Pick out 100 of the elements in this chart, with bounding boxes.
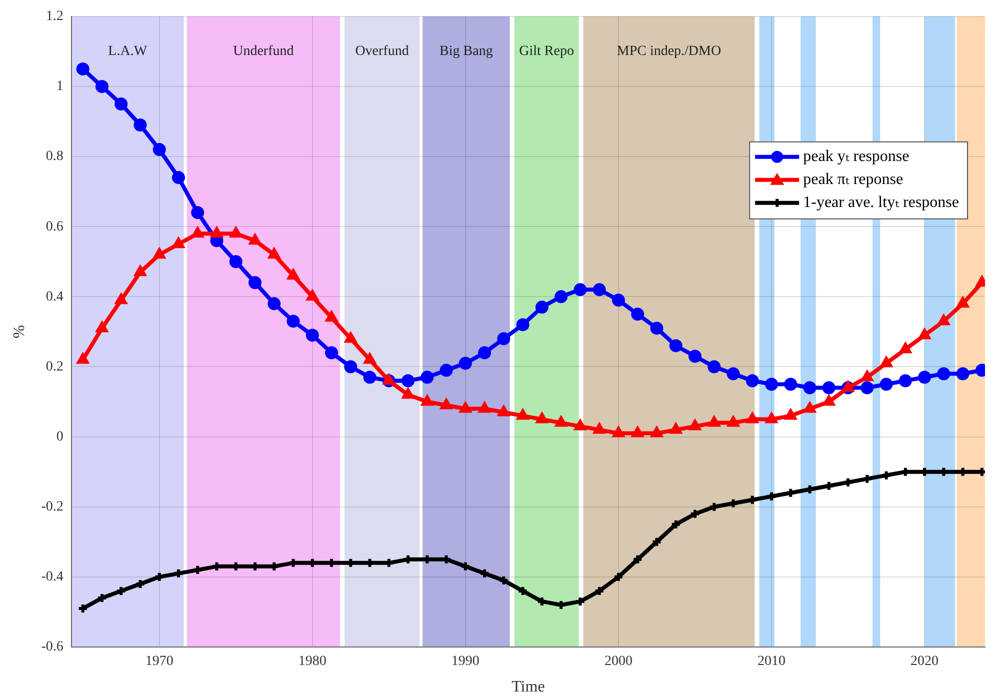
y-axis-title: %	[10, 325, 28, 338]
point	[822, 381, 836, 394]
point	[918, 328, 932, 340]
y-tick-label: 1	[56, 79, 64, 94]
legend-label: peak πₜ reponse	[803, 171, 904, 188]
x-tick-label: 1980	[298, 654, 326, 670]
band-label: Overfund	[355, 44, 409, 60]
point	[458, 356, 472, 370]
point	[516, 408, 530, 420]
point	[612, 571, 624, 582]
y-tick-label: 1.2	[46, 9, 64, 24]
legend-label: 1-year ave. ltyₜ response	[803, 194, 960, 212]
point	[746, 494, 758, 506]
point	[95, 80, 108, 93]
point	[708, 501, 720, 512]
point	[497, 332, 510, 346]
point	[229, 226, 242, 238]
point	[726, 415, 740, 427]
point	[880, 356, 893, 368]
point	[420, 370, 434, 384]
point	[325, 346, 338, 360]
point	[516, 318, 530, 332]
point	[574, 283, 587, 296]
point	[612, 294, 625, 307]
point	[152, 247, 166, 259]
x-axis-title: Time	[512, 678, 545, 696]
point	[898, 342, 912, 354]
point	[306, 289, 319, 301]
point	[401, 387, 415, 399]
point	[764, 412, 778, 424]
band-label: Gilt Repo	[519, 44, 574, 60]
point	[344, 331, 358, 343]
point	[612, 426, 626, 438]
point	[440, 364, 453, 377]
point	[286, 268, 300, 280]
point	[268, 247, 281, 259]
point	[651, 536, 662, 548]
point	[458, 401, 472, 413]
point	[95, 320, 109, 332]
band-label: L.A.W	[108, 44, 148, 60]
point	[631, 308, 644, 321]
point	[746, 412, 759, 424]
point	[765, 378, 778, 391]
point	[363, 370, 376, 384]
band-label: MPC indep./DMO	[616, 44, 722, 60]
point	[554, 290, 568, 304]
point	[592, 422, 606, 434]
point	[708, 415, 721, 427]
point	[632, 554, 644, 565]
point	[784, 378, 798, 391]
point	[804, 484, 816, 495]
point	[286, 314, 300, 328]
x-tick-label: 2010	[758, 654, 786, 670]
legend-label: peak yₜ response	[803, 148, 910, 166]
band-label: Underfund	[233, 44, 294, 60]
point	[785, 487, 796, 498]
point	[363, 352, 376, 364]
point	[822, 394, 836, 406]
point	[592, 283, 606, 296]
point	[134, 264, 147, 276]
point	[669, 339, 682, 352]
point	[688, 350, 702, 363]
y-tick-label: 0.8	[46, 149, 64, 164]
point	[880, 378, 893, 391]
point	[898, 374, 912, 388]
point	[460, 560, 471, 572]
point	[440, 398, 453, 410]
point	[937, 314, 950, 326]
point	[229, 255, 242, 268]
point	[880, 470, 892, 481]
point	[726, 367, 740, 380]
band-label: Big Bang	[440, 44, 493, 60]
point	[114, 97, 128, 110]
point	[210, 226, 224, 238]
point	[631, 426, 644, 438]
point	[535, 412, 549, 424]
point	[535, 300, 548, 314]
point	[497, 404, 510, 416]
point	[191, 226, 204, 238]
point	[268, 297, 281, 310]
point	[152, 143, 166, 156]
point	[344, 360, 358, 374]
y-tick-label: 0.4	[46, 289, 64, 304]
point	[803, 381, 816, 394]
point	[784, 408, 798, 420]
point	[134, 118, 147, 132]
y-tick-label: 0.2	[46, 359, 64, 374]
y-tick-label: 0.6	[46, 219, 64, 234]
point	[324, 310, 338, 322]
point	[172, 171, 185, 184]
y-tick-label: -0.6	[41, 640, 64, 655]
point	[172, 236, 186, 248]
point	[574, 418, 587, 430]
x-tick-label: 2000	[604, 654, 632, 670]
point	[918, 370, 932, 384]
point	[688, 418, 702, 430]
point	[191, 206, 204, 220]
point	[956, 367, 970, 380]
point	[860, 381, 874, 394]
point	[728, 498, 739, 509]
